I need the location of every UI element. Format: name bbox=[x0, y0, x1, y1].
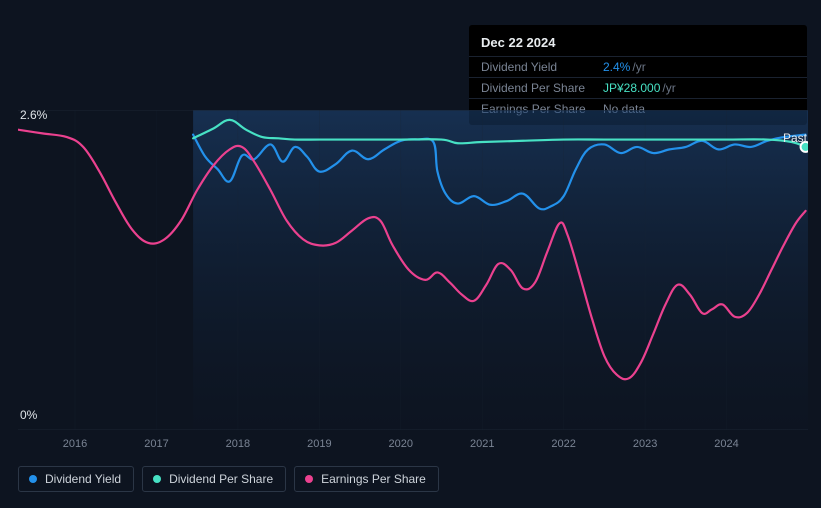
legend-item-dividend_per_share[interactable]: Dividend Per Share bbox=[142, 466, 286, 492]
chart-plot-area[interactable] bbox=[18, 110, 808, 430]
legend-label: Earnings Per Share bbox=[321, 472, 426, 486]
x-axis-tick: 2020 bbox=[389, 438, 413, 450]
tooltip-label: Dividend Yield bbox=[481, 60, 603, 74]
x-axis-tick: 2024 bbox=[714, 438, 738, 450]
legend-item-dividend_yield[interactable]: Dividend Yield bbox=[18, 466, 134, 492]
legend-label: Dividend Per Share bbox=[169, 472, 273, 486]
x-axis-tick: 2021 bbox=[470, 438, 494, 450]
x-axis-tick: 2023 bbox=[633, 438, 657, 450]
x-axis: 2016 2017 2018 2019 2020 2021 2022 2023 2024 bbox=[18, 438, 808, 456]
x-axis-tick: 2017 bbox=[144, 438, 168, 450]
past-label: Past bbox=[783, 131, 807, 145]
legend-item-earnings_per_share[interactable]: Earnings Per Share bbox=[294, 466, 439, 492]
legend-label: Dividend Yield bbox=[45, 472, 121, 486]
tooltip-row: Dividend Per Share JP¥28.000/yr bbox=[469, 77, 807, 98]
legend-swatch bbox=[29, 475, 37, 483]
legend-swatch bbox=[305, 475, 313, 483]
tooltip-label: Dividend Per Share bbox=[481, 81, 603, 95]
x-axis-tick: 2019 bbox=[307, 438, 331, 450]
x-axis-tick: 2022 bbox=[551, 438, 575, 450]
tooltip-value: JP¥28.000/yr bbox=[603, 81, 676, 95]
legend-swatch bbox=[153, 475, 161, 483]
x-axis-tick: 2018 bbox=[226, 438, 250, 450]
x-axis-tick: 2016 bbox=[63, 438, 87, 450]
tooltip-value: 2.4%/yr bbox=[603, 60, 646, 74]
tooltip-row: Dividend Yield 2.4%/yr bbox=[469, 56, 807, 77]
chart-legend: Dividend Yield Dividend Per Share Earnings… bbox=[18, 466, 439, 492]
chart-svg bbox=[18, 110, 808, 430]
tooltip-date: Dec 22 2024 bbox=[469, 31, 807, 56]
